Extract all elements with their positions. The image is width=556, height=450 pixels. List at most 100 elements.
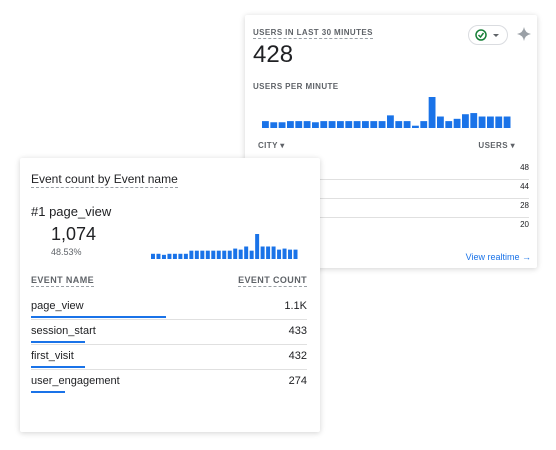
link-text: View realtime	[465, 252, 520, 262]
bar	[227, 250, 232, 259]
bar	[278, 122, 286, 128]
bar	[189, 250, 194, 259]
bar	[495, 116, 503, 128]
bar	[287, 121, 294, 128]
event-trend-chart	[151, 234, 298, 259]
row-value: 44	[520, 182, 529, 191]
bar	[211, 250, 216, 259]
bar	[183, 253, 188, 259]
row-bar	[31, 341, 86, 343]
realtime-total: 428	[253, 41, 294, 68]
column-header[interactable]: USERS ▾	[478, 141, 515, 150]
row-value: 1.1K	[284, 300, 307, 312]
bar	[295, 121, 303, 128]
events-title: Event count by Event name	[31, 172, 178, 188]
bar	[266, 246, 271, 259]
status-pill[interactable]	[468, 25, 508, 45]
row-separator	[31, 344, 307, 345]
column-label: USERS	[478, 141, 508, 150]
bar	[337, 121, 344, 128]
row-value: 433	[288, 325, 307, 337]
bar	[271, 246, 276, 259]
bar	[288, 249, 293, 259]
bar	[156, 253, 161, 259]
bar	[378, 121, 386, 128]
sparkle-icon[interactable]	[517, 26, 533, 42]
bar	[353, 121, 361, 128]
column-label: CITY	[258, 141, 278, 150]
row-bar	[31, 391, 66, 393]
bar	[255, 234, 260, 259]
bar	[249, 250, 254, 259]
row-label: page_view	[31, 300, 84, 312]
bar	[303, 121, 311, 128]
bar	[178, 253, 183, 259]
column-header[interactable]: CITY ▾	[258, 141, 285, 150]
bar	[205, 250, 210, 259]
bar	[194, 250, 199, 259]
column-header[interactable]: EVENT NAME	[31, 275, 95, 287]
bar	[282, 248, 287, 259]
bar	[395, 121, 403, 128]
bar	[437, 116, 444, 128]
bar	[362, 121, 369, 128]
row-label: user_engagement	[31, 375, 120, 387]
bar	[453, 118, 461, 128]
bar	[172, 253, 177, 259]
bar	[233, 248, 238, 259]
bar	[222, 250, 227, 259]
row-value: 28	[520, 201, 529, 210]
bar	[478, 116, 486, 128]
users-per-minute-chart	[262, 97, 511, 128]
row-separator	[31, 369, 307, 370]
column-header[interactable]: EVENT COUNT	[238, 275, 307, 287]
bar	[428, 97, 436, 128]
row-separator	[31, 319, 307, 320]
bar	[445, 121, 453, 128]
row-bar	[31, 316, 166, 318]
bar	[244, 246, 249, 259]
bar	[216, 250, 221, 259]
bar	[270, 122, 278, 128]
bar	[277, 249, 282, 259]
row-separator	[253, 217, 529, 218]
row-bar	[31, 366, 86, 368]
row-value: 432	[288, 350, 307, 362]
bar	[151, 253, 155, 259]
bar	[345, 121, 353, 128]
top-event-count: 1,074	[51, 224, 97, 244]
row-value: 48	[520, 163, 529, 172]
row-label: session_start	[31, 325, 96, 337]
bar	[312, 122, 319, 128]
view-realtime-link[interactable]: View realtime →	[465, 252, 531, 262]
bar	[387, 115, 394, 128]
row-separator	[253, 198, 529, 199]
bar	[487, 116, 494, 128]
row-label: first_visit	[31, 350, 74, 362]
bar	[470, 113, 478, 128]
bar	[200, 250, 205, 259]
events-card: Event count by Event name #1 page_view 1…	[20, 158, 320, 432]
bar	[262, 121, 269, 128]
bar	[167, 253, 172, 259]
bar	[320, 121, 328, 128]
bar	[260, 246, 265, 259]
bar	[293, 249, 298, 259]
row-value: 20	[520, 220, 529, 229]
bar	[462, 114, 469, 128]
row-separator	[253, 179, 529, 180]
bar	[503, 116, 511, 128]
bar	[420, 121, 428, 128]
status-icon	[475, 29, 499, 41]
bar	[238, 249, 243, 259]
bar	[403, 121, 411, 128]
bar	[161, 254, 166, 259]
bar	[412, 125, 419, 128]
top-event: #1 page_view	[31, 204, 112, 219]
bar	[328, 121, 336, 128]
top-event-share: 48.53%	[51, 247, 82, 257]
bar	[370, 121, 378, 128]
row-value: 274	[288, 375, 307, 387]
realtime-title: USERS IN LAST 30 MINUTES	[253, 28, 373, 39]
